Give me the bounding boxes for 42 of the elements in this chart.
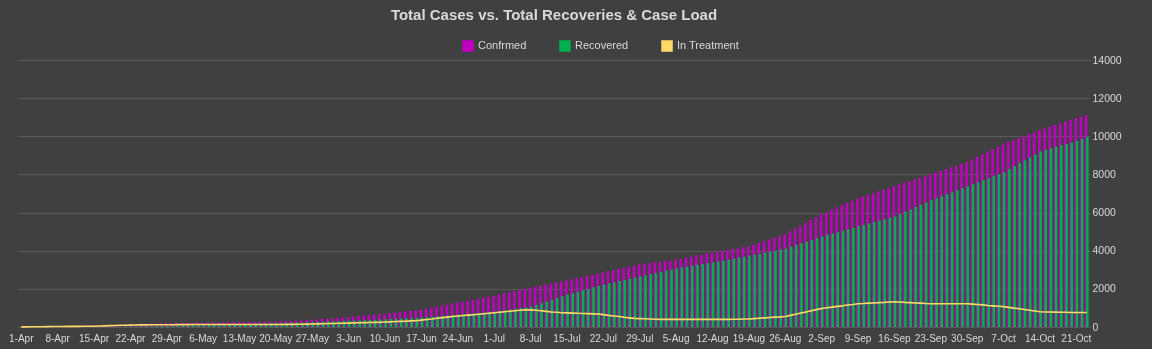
x-tick-label: 12-Aug [696, 332, 729, 344]
x-tick-label: 10-Jun [369, 332, 401, 344]
x-tick-label: 21-Oct [1061, 332, 1092, 344]
x-tick-label: 16-Sep [878, 332, 911, 344]
x-tick-label: 8-Apr [45, 332, 71, 344]
x-tick-label: 5-Aug [662, 332, 690, 344]
x-tick-label: 13-May [222, 332, 257, 344]
x-tick-label: 20-May [259, 332, 293, 344]
y-tick-label: 10000 [1092, 129, 1122, 142]
x-tick-label: 23-Sep [914, 332, 948, 344]
x-tick-label: 29-Jul [626, 332, 654, 344]
x-tick-label: 19-Aug [732, 332, 766, 344]
y-tick-label: 12000 [1092, 91, 1122, 104]
y-tick-label: 6000 [1092, 206, 1117, 219]
chart-title: Total Cases vs. Total Recoveries & Case Load [390, 6, 718, 23]
x-tick-label: 22-Apr [115, 332, 147, 344]
x-tick-label: 27-May [295, 332, 329, 344]
x-tick-label: 14-Oct [1024, 332, 1056, 344]
legend-label: In Treatment [677, 39, 739, 51]
y-tick-label: 2000 [1092, 282, 1117, 295]
x-tick-label: 26-Aug [769, 332, 802, 344]
y-tick-label: 4000 [1092, 244, 1117, 257]
x-tick-label: 1-Apr [9, 332, 35, 344]
x-tick-label: 9-Sep [844, 332, 872, 344]
x-tick-label: 3-Jun [336, 332, 362, 344]
legend-label: Recovered [575, 39, 629, 51]
x-tick-label: 6-May [189, 332, 218, 344]
x-tick-label: 24-Jun [442, 332, 474, 344]
x-tick-label: 8-Jul [519, 332, 542, 344]
x-tick-label: 30-Sep [951, 332, 984, 344]
x-tick-label: 15-Jul [553, 332, 581, 344]
y-tick-label: 0 [1092, 320, 1099, 333]
x-tick-label: 15-Apr [79, 332, 110, 344]
x-tick-label: 1-Jul [483, 332, 506, 344]
x-tick-label: 7-Oct [991, 332, 1017, 344]
legend-label: Confrmed [478, 39, 527, 51]
y-tick-label: 14000 [1092, 53, 1122, 66]
x-tick-label: 29-Apr [151, 332, 183, 344]
y-tick-label: 8000 [1092, 167, 1117, 180]
x-tick-label: 17-Jun [406, 332, 437, 344]
x-tick-label: 22-Jul [589, 332, 617, 344]
x-tick-label: 2-Sep [808, 332, 836, 344]
